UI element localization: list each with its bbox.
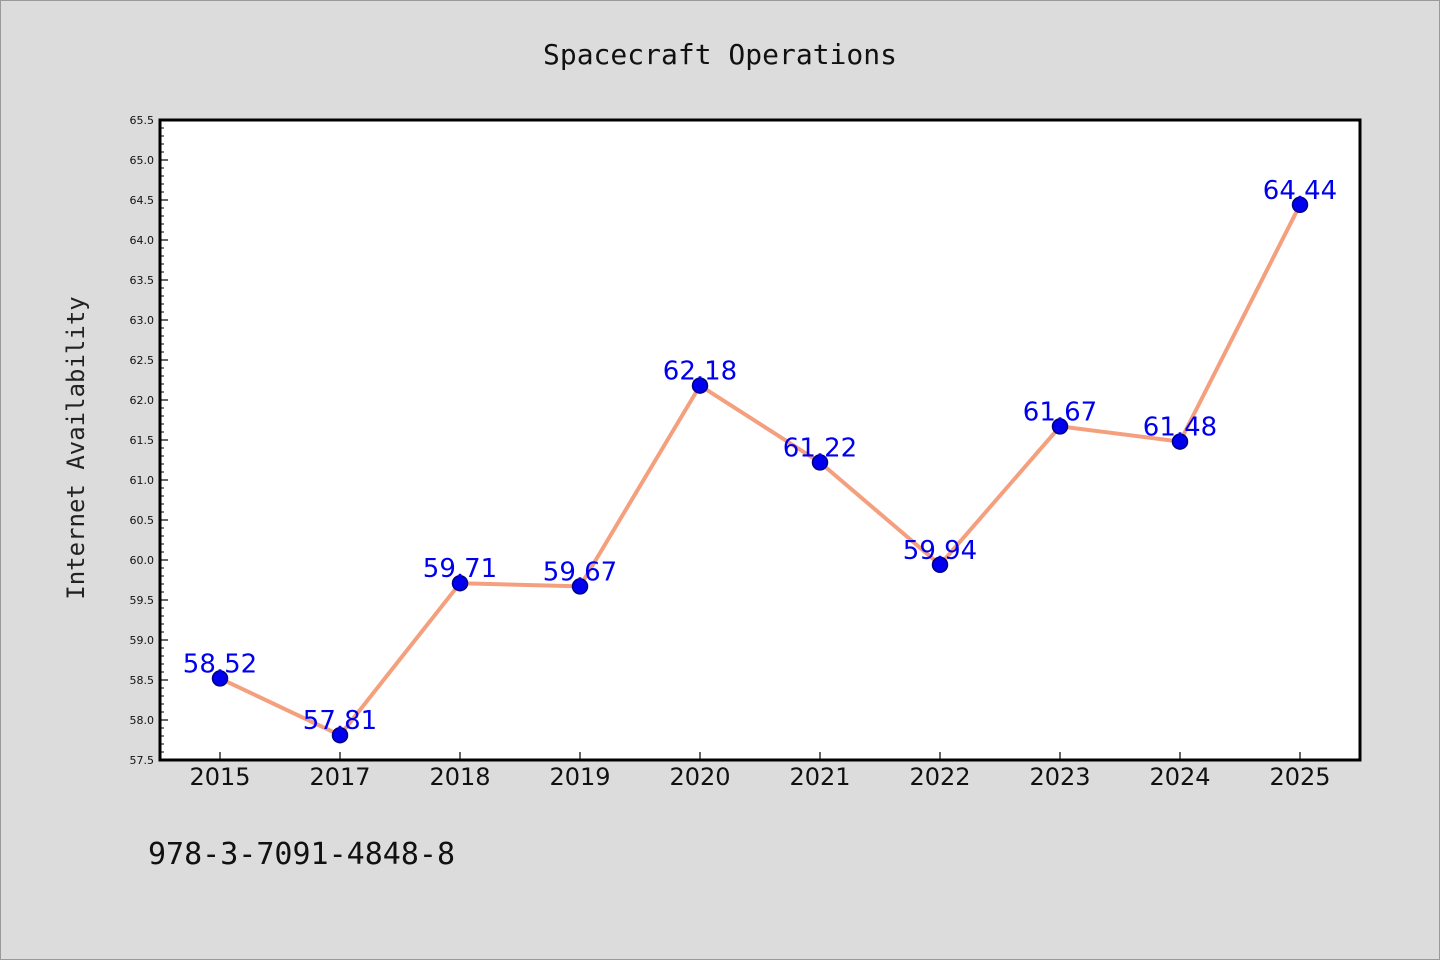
y-tick-label: 57.5 — [130, 754, 155, 767]
data-point — [1291, 196, 1309, 214]
y-tick-label: 62.0 — [130, 394, 155, 407]
data-label: 59.71 — [423, 554, 497, 584]
y-tick-label: 65.5 — [130, 114, 155, 127]
data-point — [571, 578, 589, 595]
data-label: 59.67 — [543, 557, 617, 587]
data-point — [931, 556, 949, 574]
data-label: 64.44 — [1263, 176, 1337, 206]
x-tick-label: 2022 — [909, 763, 970, 791]
y-tick-label: 59.5 — [130, 594, 155, 607]
x-tick-label: 2025 — [1269, 763, 1330, 791]
y-tick-label: 64.0 — [130, 234, 155, 247]
x-tick-label: 2021 — [789, 763, 850, 791]
chart-title: Spacecraft Operations — [543, 38, 897, 71]
data-labels: 58.52 57.81 59.71 59.67 62.18 61.22 59.94 61.67… — [183, 176, 1337, 736]
y-axis-ticks: 57.5 58.0 58.5 59.0 59.5 60.0 60.5 61.0 61.5 62.0… — [130, 114, 168, 767]
series-line — [218, 202, 1302, 738]
series-line-group — [218, 202, 1302, 738]
x-tick-label: 2019 — [549, 763, 610, 791]
y-tick-label: 61.0 — [130, 474, 155, 487]
data-point — [1051, 418, 1069, 435]
y-tick-label: 64.5 — [130, 194, 155, 207]
data-markers — [211, 196, 1309, 744]
data-label: 61.48 — [1143, 413, 1217, 443]
data-label: 62.18 — [663, 357, 737, 387]
plot-border — [158, 118, 1362, 762]
y-tick-label: 63.0 — [130, 314, 155, 327]
y-tick-label: 60.0 — [130, 554, 155, 567]
data-point — [811, 454, 829, 471]
data-label: 58.52 — [183, 649, 257, 679]
y-tick-label: 62.5 — [130, 354, 155, 367]
data-point — [211, 670, 229, 687]
y-tick-label: 59.0 — [130, 634, 155, 647]
footnote-isbn: 978-3-7091-4848-8 — [148, 837, 455, 872]
data-point — [331, 726, 349, 744]
y-tick-label: 58.5 — [130, 674, 155, 687]
x-tick-label: 2015 — [189, 763, 250, 791]
y-tick-label: 58.0 — [130, 714, 155, 727]
data-point — [1171, 433, 1189, 450]
data-label: 57.81 — [303, 706, 377, 736]
data-label: 61.22 — [783, 433, 857, 463]
x-tick-label: 2018 — [429, 763, 490, 791]
x-tick-label: 2024 — [1149, 763, 1210, 791]
y-tick-label: 65.0 — [130, 154, 155, 167]
x-tick-label: 2023 — [1029, 763, 1090, 791]
y-tick-label: 60.5 — [130, 514, 155, 527]
y-axis-label: Internet Availability — [62, 296, 90, 599]
y-tick-label: 61.5 — [130, 434, 155, 447]
x-tick-label: 2017 — [309, 763, 370, 791]
data-point — [451, 574, 469, 592]
data-label: 61.67 — [1023, 397, 1097, 427]
x-tick-label: 2020 — [669, 763, 730, 791]
y-tick-label: 63.5 — [130, 274, 155, 287]
data-point — [691, 377, 709, 394]
data-label: 59.94 — [903, 536, 977, 566]
